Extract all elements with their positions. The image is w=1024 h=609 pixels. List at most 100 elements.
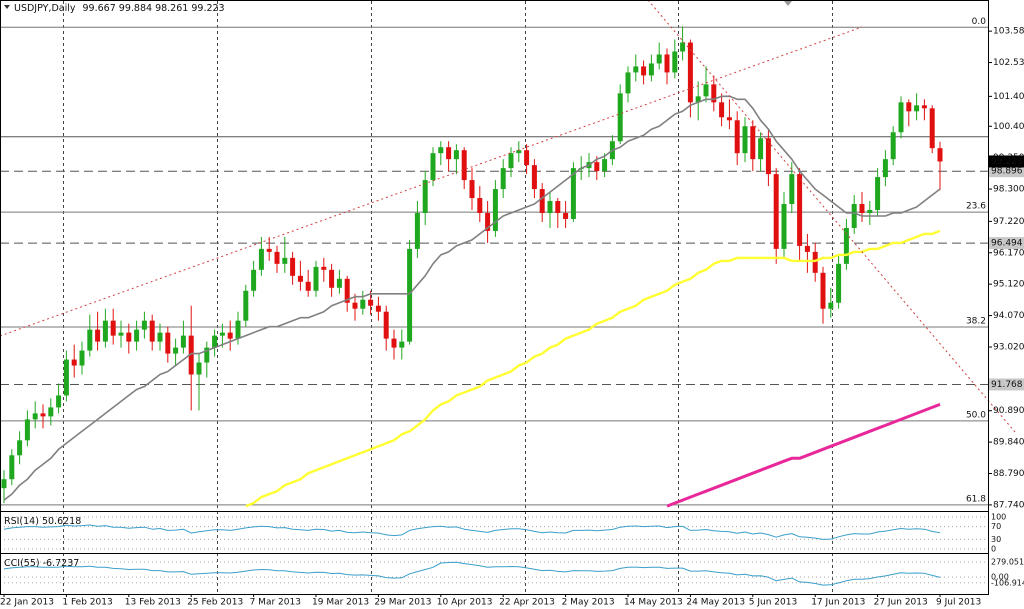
candle-body [531,165,537,190]
fib-label: 50.0 [966,410,986,420]
candle-body [407,248,413,342]
candle-body [173,347,179,354]
candle-body [765,138,771,175]
candle-body [664,54,670,73]
candle-body [134,329,140,342]
cci-title: CCI(55) [4,558,40,569]
candle-body [875,177,881,211]
candle-body [461,150,467,181]
candle-body [290,257,296,276]
candle-body [539,189,545,213]
candle-body [672,51,678,73]
x-tick-label: 25 Feb 2013 [187,598,243,608]
period-separators [63,1,833,594]
candle-body [914,105,920,112]
candle-body [695,96,701,103]
indicator-tick-label: 30 [991,535,1001,544]
candle-body [180,335,186,348]
candle-body [929,108,935,149]
candle-body [313,266,319,291]
rsi-panel [0,516,988,550]
candle-body [235,320,241,339]
candle-body [32,413,38,420]
y-tick-label: 96.170 [993,248,1024,258]
x-tick-label: 27 Jun 2013 [874,598,928,608]
candle-body [95,329,101,342]
candle-body [204,347,210,363]
moving-average [245,229,941,508]
indicator-tick-label: -106.914 [991,578,1024,587]
rsi-header: RSI(14) 50.6218 [4,516,81,527]
indicator-tick-label: 0 [991,545,996,554]
high: 99.884 [119,3,152,14]
candle-body [329,269,335,288]
candle-body [812,251,818,273]
y-tick-label: 101.400 [993,92,1024,102]
candle-body [750,126,756,160]
price-label-box [989,378,1024,391]
candle-body [399,341,405,348]
x-tick-label: 24 May 2013 [686,598,745,608]
menu-icon[interactable] [4,5,10,9]
candle-body [227,332,233,339]
open: 99.667 [83,3,116,14]
price-label: 91.768 [991,380,1023,390]
candle-body [24,419,30,441]
candle-body [742,126,748,154]
fib-label: 0.0 [972,17,987,27]
price-label: 96.494 [991,239,1023,249]
indicator-tick-label: 100 [991,513,1006,522]
candle-body [898,102,904,133]
candle-body [797,174,803,246]
fib-label: 23.6 [966,202,986,212]
y-tick-label: 93.020 [993,342,1024,352]
candle-body [79,350,85,366]
candle-body [781,204,787,249]
candle-body [570,168,576,219]
candle-body [251,269,257,291]
candle-body [843,227,849,264]
cci-line [3,561,941,586]
y-tick-label: 98.300 [993,185,1024,195]
candle-body [149,320,155,342]
x-tick-label: 10 Apr 2013 [437,598,493,608]
candle-body [243,290,249,321]
candle-body [430,153,436,181]
x-tick-label: 7 Mar 2013 [250,598,301,608]
symbol: USDJPY,Daily [14,3,76,14]
candle-body [383,311,389,339]
candle-body [17,440,23,456]
y-tick-label: 95.120 [993,280,1024,290]
candle-body [141,320,147,330]
y-tick-label: 87.740 [993,500,1024,510]
candle-body [422,180,428,213]
y-tick-label: 102.530 [993,58,1024,68]
candle-body [212,335,218,348]
candle-body [1,479,7,489]
candle-body [789,174,795,205]
candle-body [890,132,896,160]
candle-body [555,201,561,213]
rsi-title: RSI(14) [4,516,39,527]
price-panel [0,26,988,508]
candle-body [773,174,779,249]
candle-body [453,150,459,160]
x-tick-label: 14 May 2013 [624,598,683,608]
price-label-box [989,165,1024,178]
indicator-tick-label: 279.0514 [991,558,1024,567]
candle-body [680,42,686,52]
candle-body [906,102,912,112]
candle-body [719,102,725,118]
candle-body [882,159,888,178]
indicator-tick-label: 0.00 [991,573,1009,582]
x-tick-label: 22 Jan 2013 [0,598,54,608]
candle-body [352,302,358,309]
candle-body [477,198,483,213]
y-tick-label: 103.580 [993,27,1024,37]
candle-body [165,332,171,354]
candle-body [344,278,350,303]
candle-body [921,105,927,109]
frame [0,0,989,595]
